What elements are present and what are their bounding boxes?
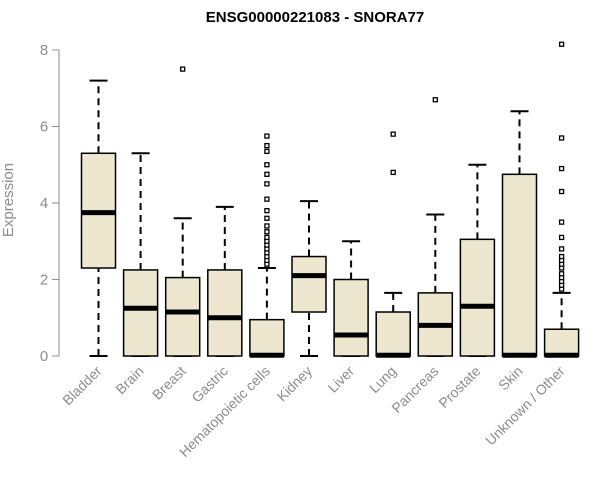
outlier-point	[180, 66, 186, 72]
iqr-box	[501, 173, 538, 357]
outlier-point	[264, 229, 270, 235]
outlier-point	[432, 97, 438, 103]
x-tick-label: Liver	[324, 363, 357, 396]
outlier-point	[264, 133, 270, 139]
outlier-point	[264, 215, 270, 221]
iqr-box	[375, 311, 411, 357]
x-tick-label: Pancreas	[388, 363, 441, 416]
outlier-point	[264, 171, 270, 177]
box-hematopoietic-cells	[249, 133, 285, 358]
chart-title: ENSG00000221083 - SNORA77	[206, 9, 424, 26]
box-lung	[375, 131, 411, 358]
box-brain	[122, 152, 159, 357]
outlier-point	[558, 246, 565, 252]
outlier-point	[264, 142, 270, 149]
iqr-box	[164, 276, 201, 357]
outlier-point	[264, 181, 270, 187]
iqr-box	[543, 328, 580, 357]
box-prostate	[459, 163, 496, 357]
y-axis: 0 2 4 6 8	[40, 42, 60, 365]
iqr-box	[122, 269, 159, 357]
box-series	[80, 41, 580, 358]
y-tick-label: 8	[40, 42, 48, 59]
iqr-box	[291, 255, 327, 313]
iqr-box	[249, 318, 285, 357]
box-bladder	[80, 79, 117, 357]
x-tick-label: Lung	[366, 363, 399, 396]
x-tick-label: Brain	[112, 363, 146, 397]
outlier-point	[558, 188, 565, 195]
y-tick-label: 4	[40, 195, 48, 212]
x-tick-label: Skin	[495, 363, 526, 394]
x-tick-label: Prostate	[435, 363, 483, 411]
y-tick-label: 2	[40, 272, 48, 289]
outlier-point	[264, 148, 270, 155]
x-tick-label: Breast	[149, 363, 189, 403]
iqr-box	[333, 278, 369, 357]
outlier-point	[264, 207, 270, 214]
box-gastric	[207, 205, 243, 357]
outlier-point	[264, 196, 270, 202]
y-tick-label: 0	[40, 348, 48, 365]
outlier-point	[558, 41, 565, 47]
x-tick-label: Unknown / Other	[482, 363, 568, 449]
outlier-point	[390, 131, 396, 137]
iqr-box	[459, 238, 496, 357]
box-kidney	[291, 200, 327, 357]
y-tick-label: 6	[40, 119, 48, 136]
box-liver	[333, 240, 369, 357]
x-tick-label: Kidney	[274, 363, 316, 405]
outlier-point	[390, 169, 396, 176]
outlier-point	[558, 219, 565, 225]
outlier-point	[264, 162, 270, 168]
outlier-point	[558, 234, 565, 241]
outlier-point	[558, 165, 565, 172]
box-pancreas	[417, 97, 454, 357]
x-tick-label: Bladder	[59, 363, 105, 409]
iqr-box	[207, 269, 243, 357]
outlier-point	[264, 234, 270, 241]
box-skin	[501, 110, 538, 358]
outlier-point	[558, 135, 565, 141]
outlier-point	[558, 271, 565, 277]
box-unknown-other	[543, 41, 580, 358]
outlier-point	[558, 253, 565, 260]
box-breast	[164, 66, 201, 357]
outlier-point	[264, 223, 270, 229]
y-axis-label: Expression	[0, 163, 17, 237]
